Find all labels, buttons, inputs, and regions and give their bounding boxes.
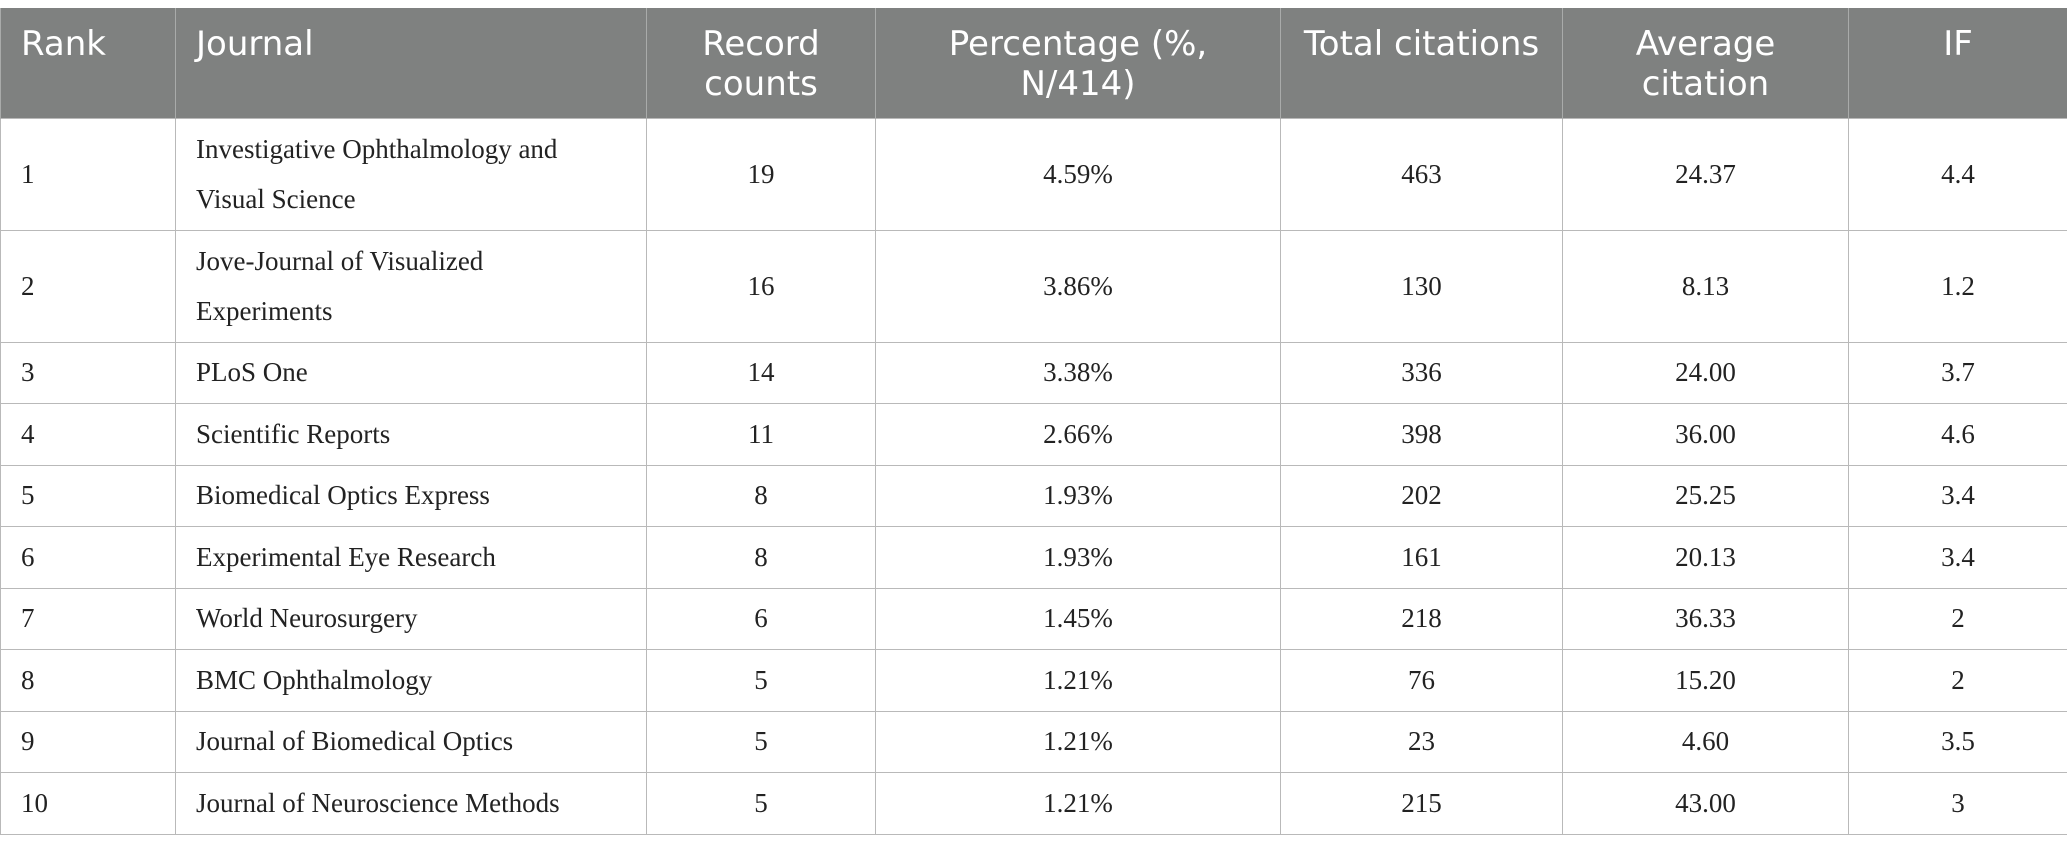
cell-average-citation: 20.13 bbox=[1562, 526, 1849, 589]
cell-record-counts: 8 bbox=[646, 526, 876, 589]
cell-average-citation: 24.00 bbox=[1562, 341, 1849, 404]
cell-record-counts: 5 bbox=[646, 710, 876, 773]
cell-average-citation: 43.00 bbox=[1562, 772, 1849, 835]
cell-journal: Investigative Ophthalmology and Visual S… bbox=[175, 117, 647, 231]
cell-journal: Experimental Eye Research bbox=[175, 526, 647, 589]
cell-percentage: 1.21% bbox=[875, 649, 1281, 712]
cell-total-citations: 202 bbox=[1280, 464, 1563, 527]
cell-rank: 1 bbox=[0, 117, 176, 231]
cell-record-counts: 5 bbox=[646, 772, 876, 835]
cell-average-citation: 36.00 bbox=[1562, 403, 1849, 466]
cell-if: 2 bbox=[1848, 649, 2067, 712]
cell-record-counts: 19 bbox=[646, 117, 876, 231]
cell-if: 1.2 bbox=[1848, 229, 2067, 343]
table-row: 3 PLoS One 14 3.38% 336 24.00 3.7 bbox=[0, 341, 2067, 404]
table-row: 9 Journal of Biomedical Optics 5 1.21% 2… bbox=[0, 710, 2067, 773]
cell-percentage: 3.86% bbox=[875, 229, 1281, 343]
cell-if: 3.7 bbox=[1848, 341, 2067, 404]
cell-total-citations: 23 bbox=[1280, 710, 1563, 773]
cell-record-counts: 14 bbox=[646, 341, 876, 404]
cell-journal: Journal of Neuroscience Methods bbox=[175, 772, 647, 835]
cell-total-citations: 76 bbox=[1280, 649, 1563, 712]
cell-rank: 10 bbox=[0, 772, 176, 835]
cell-total-citations: 215 bbox=[1280, 772, 1563, 835]
cell-journal: PLoS One bbox=[175, 341, 647, 404]
cell-if: 3.4 bbox=[1848, 526, 2067, 589]
header-if: IF bbox=[1848, 8, 2067, 118]
journal-table: Rank Journal Record counts Percentage (%… bbox=[0, 8, 2067, 835]
cell-total-citations: 161 bbox=[1280, 526, 1563, 589]
cell-record-counts: 6 bbox=[646, 587, 876, 650]
cell-journal: BMC Ophthalmology bbox=[175, 649, 647, 712]
cell-journal: Jove-Journal of Visualized Experiments bbox=[175, 229, 647, 343]
cell-total-citations: 398 bbox=[1280, 403, 1563, 466]
cell-record-counts: 11 bbox=[646, 403, 876, 466]
cell-percentage: 1.93% bbox=[875, 464, 1281, 527]
table-row: 10 Journal of Neuroscience Methods 5 1.2… bbox=[0, 772, 2067, 835]
cell-percentage: 1.21% bbox=[875, 772, 1281, 835]
cell-average-citation: 24.37 bbox=[1562, 117, 1849, 231]
cell-if: 2 bbox=[1848, 587, 2067, 650]
cell-if: 3.5 bbox=[1848, 710, 2067, 773]
cell-average-citation: 4.60 bbox=[1562, 710, 1849, 773]
header-rank: Rank bbox=[0, 8, 176, 118]
cell-percentage: 2.66% bbox=[875, 403, 1281, 466]
cell-percentage: 1.21% bbox=[875, 710, 1281, 773]
header-record-counts: Record counts bbox=[646, 8, 876, 118]
header-row: Rank Journal Record counts Percentage (%… bbox=[0, 8, 2067, 118]
table-row: 8 BMC Ophthalmology 5 1.21% 76 15.20 2 bbox=[0, 649, 2067, 712]
table-row: 1 Investigative Ophthalmology and Visual… bbox=[0, 117, 2067, 231]
table-header: Rank Journal Record counts Percentage (%… bbox=[0, 8, 2067, 118]
cell-average-citation: 25.25 bbox=[1562, 464, 1849, 527]
cell-rank: 3 bbox=[0, 341, 176, 404]
cell-if: 3.4 bbox=[1848, 464, 2067, 527]
table-row: 5 Biomedical Optics Express 8 1.93% 202 … bbox=[0, 464, 2067, 527]
table-row: 7 World Neurosurgery 6 1.45% 218 36.33 2 bbox=[0, 587, 2067, 650]
cell-total-citations: 463 bbox=[1280, 117, 1563, 231]
table-row: 4 Scientific Reports 11 2.66% 398 36.00 … bbox=[0, 403, 2067, 466]
cell-total-citations: 336 bbox=[1280, 341, 1563, 404]
cell-record-counts: 8 bbox=[646, 464, 876, 527]
cell-record-counts: 16 bbox=[646, 229, 876, 343]
cell-rank: 9 bbox=[0, 710, 176, 773]
cell-average-citation: 36.33 bbox=[1562, 587, 1849, 650]
cell-average-citation: 15.20 bbox=[1562, 649, 1849, 712]
table-row: 6 Experimental Eye Research 8 1.93% 161 … bbox=[0, 526, 2067, 589]
cell-percentage: 1.45% bbox=[875, 587, 1281, 650]
header-percentage: Percentage (%, N/414) bbox=[875, 8, 1281, 118]
header-average-citation: Average citation bbox=[1562, 8, 1849, 118]
cell-if: 4.6 bbox=[1848, 403, 2067, 466]
cell-journal: Biomedical Optics Express bbox=[175, 464, 647, 527]
cell-rank: 5 bbox=[0, 464, 176, 527]
cell-rank: 2 bbox=[0, 229, 176, 343]
header-total-citations: Total citations bbox=[1280, 8, 1563, 118]
table-body: 1 Investigative Ophthalmology and Visual… bbox=[0, 117, 2067, 835]
cell-rank: 6 bbox=[0, 526, 176, 589]
cell-journal: World Neurosurgery bbox=[175, 587, 647, 650]
cell-journal: Scientific Reports bbox=[175, 403, 647, 466]
cell-total-citations: 130 bbox=[1280, 229, 1563, 343]
journal-table-container: Rank Journal Record counts Percentage (%… bbox=[0, 8, 2067, 835]
header-journal: Journal bbox=[175, 8, 647, 118]
cell-total-citations: 218 bbox=[1280, 587, 1563, 650]
cell-rank: 7 bbox=[0, 587, 176, 650]
cell-if: 3 bbox=[1848, 772, 2067, 835]
cell-record-counts: 5 bbox=[646, 649, 876, 712]
cell-percentage: 1.93% bbox=[875, 526, 1281, 589]
cell-average-citation: 8.13 bbox=[1562, 229, 1849, 343]
table-row: 2 Jove-Journal of Visualized Experiments… bbox=[0, 229, 2067, 343]
cell-percentage: 4.59% bbox=[875, 117, 1281, 231]
cell-if: 4.4 bbox=[1848, 117, 2067, 231]
cell-rank: 8 bbox=[0, 649, 176, 712]
cell-journal: Journal of Biomedical Optics bbox=[175, 710, 647, 773]
cell-percentage: 3.38% bbox=[875, 341, 1281, 404]
cell-rank: 4 bbox=[0, 403, 176, 466]
